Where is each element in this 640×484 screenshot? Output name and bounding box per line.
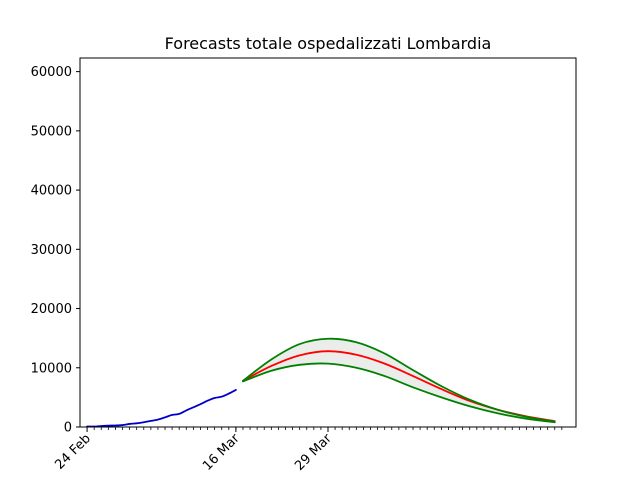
y-tick-label: 20000 xyxy=(31,302,72,317)
confidence-band xyxy=(242,338,555,423)
y-tick-label: 0 xyxy=(64,421,72,436)
x-tick-label: 16 Mar xyxy=(200,431,243,474)
series-line-observed xyxy=(86,389,237,428)
x-tick-label: 24 Feb xyxy=(52,431,94,473)
y-tick-label: 50000 xyxy=(31,124,72,139)
plot-area: 0 10000 20000 30000 40000 50000 60000 24 Feb 16 … xyxy=(31,57,577,474)
series-line-upper xyxy=(242,337,556,423)
y-tick-label: 30000 xyxy=(31,243,72,258)
chart-title: Forecasts totale ospedalizzati Lombardia xyxy=(165,34,492,53)
x-tick-label: 29 Mar xyxy=(292,431,335,474)
y-tick-label: 10000 xyxy=(31,361,72,376)
y-tick-label: 40000 xyxy=(31,184,72,199)
plot-frame xyxy=(79,57,577,428)
y-tick-label: 60000 xyxy=(31,65,72,80)
series-line-lower xyxy=(242,362,556,424)
